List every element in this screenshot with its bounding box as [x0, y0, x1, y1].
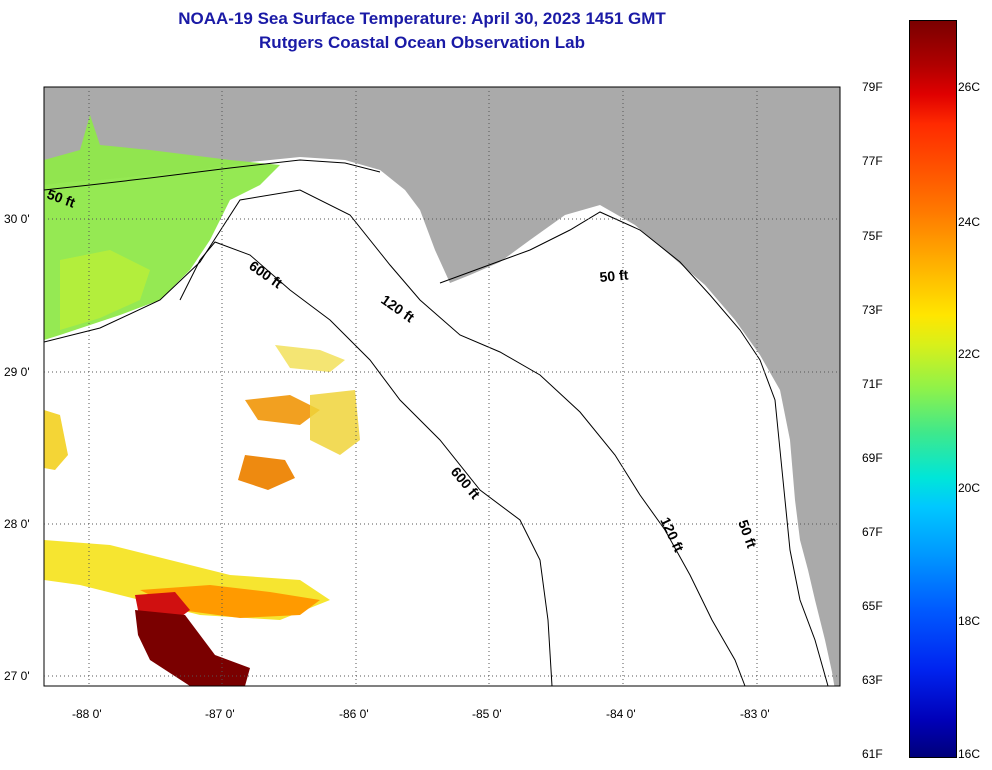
- contour-50ft-west: [44, 159, 381, 191]
- colorbar-f-77: 77F: [862, 154, 883, 168]
- contour-600ft: [179, 241, 553, 686]
- colorbar-f-71: 71F: [862, 377, 883, 391]
- colorbar-c-20: 20C: [958, 481, 981, 495]
- map-frame: [43, 86, 841, 687]
- lat-label-29: 29 0': [4, 365, 30, 379]
- title-line-2: Rutgers Coastal Ocean Observation Lab: [259, 33, 585, 52]
- colorbar-f-75: 75F: [862, 229, 883, 243]
- colorbar-c-16: 16C: [958, 747, 981, 761]
- colorbar-f-63: 63F: [862, 673, 883, 687]
- gridlines: [44, 87, 840, 686]
- lon-label-84: -84 0': [606, 707, 636, 721]
- temperature-colorbar: [909, 20, 957, 758]
- sst-darkred-patch: [135, 610, 250, 686]
- lat-label-30: 30 0': [4, 212, 30, 226]
- lon-label-83: -83 0': [740, 707, 770, 721]
- title-line-1: NOAA-19 Sea Surface Temperature: April 3…: [178, 9, 666, 28]
- contour-50ft-east: [439, 211, 829, 686]
- colorbar-f-69: 69F: [862, 451, 883, 465]
- sst-orange-mid: [245, 395, 320, 425]
- lon-label-88: -88 0': [72, 707, 102, 721]
- lat-label-27: 27 0': [4, 669, 30, 683]
- lat-label-28: 28 0': [4, 517, 30, 531]
- colorbar-f-61: 61F: [862, 747, 883, 761]
- colorbar-c-26: 26C: [958, 80, 981, 94]
- lon-label-85: -85 0': [472, 707, 502, 721]
- colorbar-f-67: 67F: [862, 525, 883, 539]
- colorbar-c-24: 24C: [958, 215, 981, 229]
- land-mass: [44, 87, 840, 686]
- sst-orange-mid2: [238, 455, 295, 490]
- lon-label-86: -86 0': [339, 707, 369, 721]
- lon-label-87: -87 0': [205, 707, 235, 721]
- sst-yellow-west: [44, 410, 68, 470]
- sst-yellow-mid2: [310, 390, 360, 455]
- sst-yellow-mid: [275, 345, 345, 372]
- colorbar-f-79: 79F: [862, 80, 883, 94]
- sst-lime-patch: [60, 250, 150, 330]
- contour-label-50ft-east-upper: 50 ft: [599, 267, 629, 285]
- colorbar-f-65: 65F: [862, 599, 883, 613]
- colorbar-c-18: 18C: [958, 614, 981, 628]
- colorbar-f-73: 73F: [862, 303, 883, 317]
- colorbar-c-22: 22C: [958, 347, 981, 361]
